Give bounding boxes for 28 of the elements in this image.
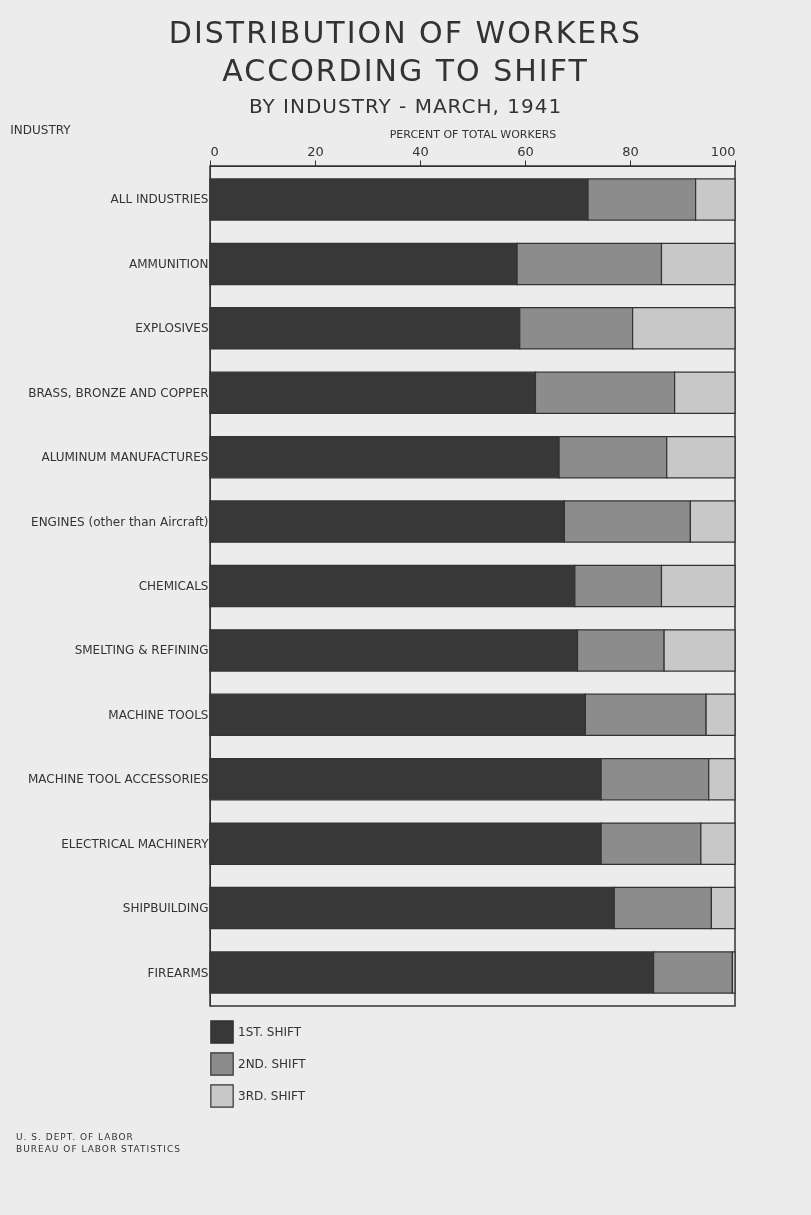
y-tick-label: BRASS, BRONZE AND COPPER [28,385,209,400]
y-tick-label: SMELTING & REFINING [74,643,209,658]
legend-label: 1ST. SHIFT [238,1025,302,1039]
y-tick-label: FIREARMS [147,965,209,980]
legend-label: 2ND. SHIFT [238,1057,307,1071]
x-tick-label: 100 [710,143,736,159]
text: U. S. DEPT. OF LABOR [16,1131,135,1143]
text: BUREAU OF LABOR STATISTICS [16,1143,182,1155]
chart-title: DISTRIBUTION OF WORKERS ACCORDING TO SHIFT [167,14,644,90]
legend-label: 3RD. SHIFT [238,1089,306,1103]
y-tick-label: MACHINE TOOL ACCESSORIES [28,772,209,787]
y-tick-label: ENGINES (other than Aircraft) [31,514,209,529]
x-tick-label: 60 [517,143,534,159]
y-tick-label: SHIPBUILDING [122,901,209,916]
x-tick-label: 80 [622,143,639,159]
y-tick-label: ALUMINUM MANUFACTURES [41,450,209,465]
x-tick-label: 40 [412,143,429,159]
x-axis-title: PERCENT OF TOTAL WORKERS [389,127,557,141]
x-tick-label: 0 [210,143,219,159]
y-tick-label: MACHINE TOOLS [108,707,209,722]
y-tick-label: AMMUNITION [128,256,209,271]
y-tick-label: EXPLOSIVES [135,321,209,336]
y-tick-label: ALL INDUSTRIES [110,192,209,207]
y-tick-label: CHEMICALS [138,579,209,593]
y-axis-title: INDUSTRY [10,122,72,137]
y-tick-label: ELECTRICAL MACHINERY [61,836,210,851]
chart-subtitle: BY INDUSTRY - MARCH, 1941 [247,94,564,118]
x-tick-label: 20 [307,143,324,159]
